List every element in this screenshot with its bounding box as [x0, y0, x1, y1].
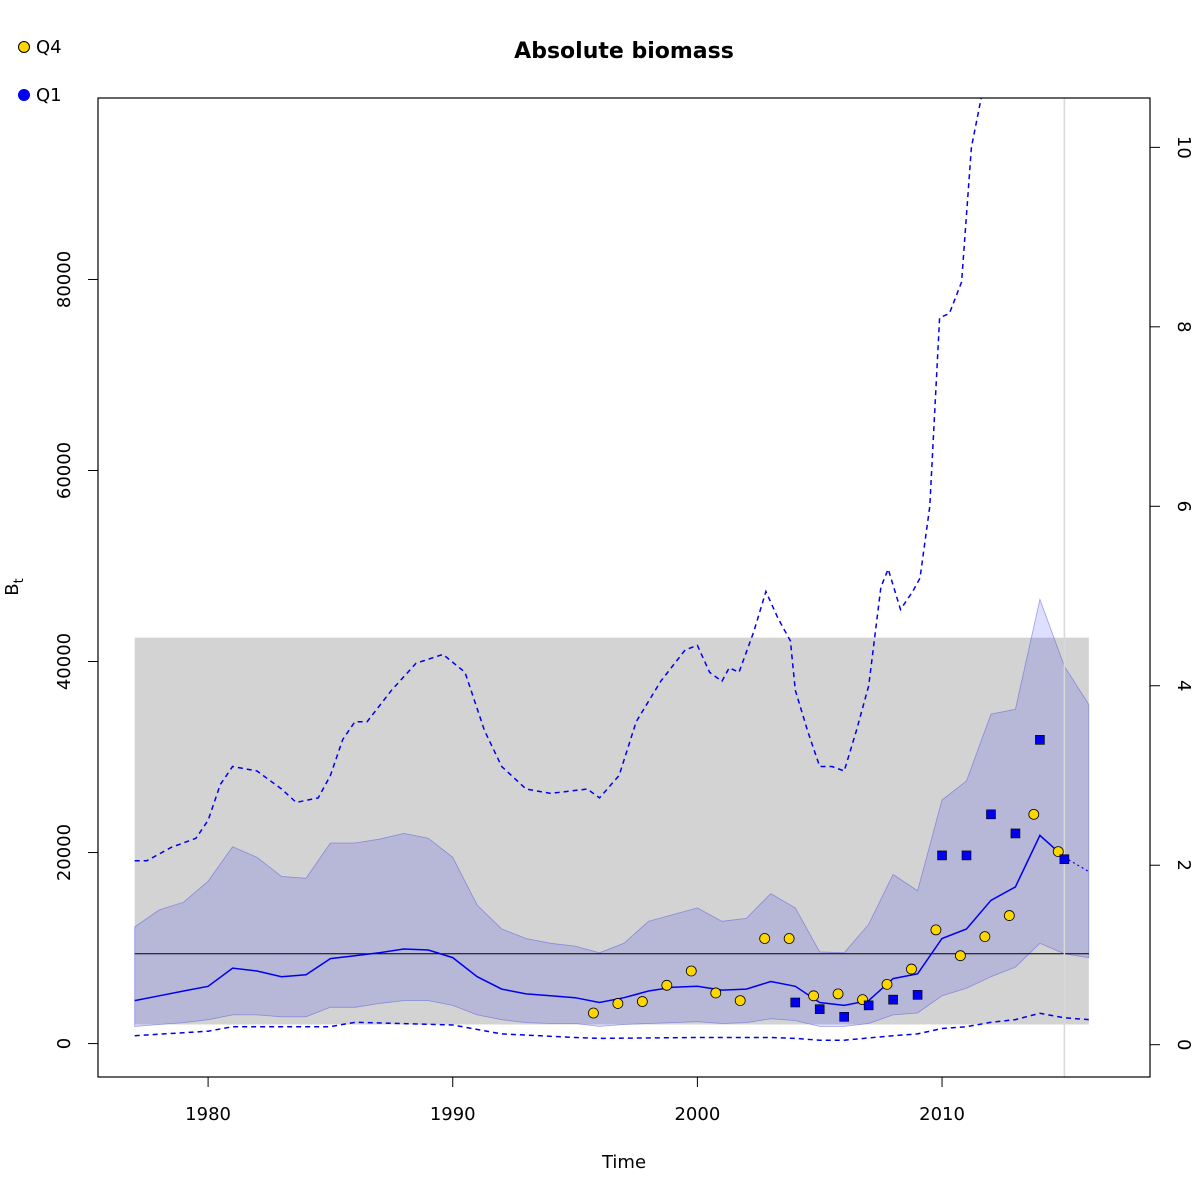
y2-tick-label: 0 — [1173, 1039, 1194, 1050]
y-tick-label: 80000 — [54, 251, 75, 308]
q1-point — [1035, 735, 1045, 745]
y-tick-label: 60000 — [54, 442, 75, 499]
y-axis-label: Bt — [2, 578, 27, 595]
biomass-confidence-band — [134, 597, 1090, 1027]
q4-point — [636, 996, 648, 1007]
y2-tick-label: 10 — [1173, 136, 1194, 159]
reference-region-rect — [134, 637, 1089, 1025]
q4-point — [930, 924, 942, 936]
q4-point — [808, 990, 820, 1002]
legend: Q4 Q1 — [18, 37, 62, 106]
y2-tick-label: 8 — [1173, 321, 1194, 332]
x-tick-label: 2000 — [674, 1104, 720, 1125]
y-tick-label: 0 — [54, 1038, 75, 1049]
q1-point — [1010, 828, 1021, 839]
q1-point — [961, 850, 972, 861]
q1-point — [937, 850, 947, 861]
q4-point — [906, 963, 917, 975]
legend-q1-label: Q1 — [36, 85, 62, 106]
y2-tick-label: 2 — [1173, 860, 1194, 871]
q4-point — [979, 931, 991, 942]
chart-title: Absolute biomass — [514, 39, 734, 64]
q1-point — [1059, 854, 1070, 865]
q4-point — [759, 933, 771, 944]
y-axis-label-main: B — [2, 583, 23, 595]
q4-point — [881, 978, 893, 990]
x-tick-label: 1990 — [430, 1104, 476, 1125]
q1-point — [986, 809, 996, 820]
q4-point — [588, 1007, 599, 1019]
plot-frame — [97, 97, 1151, 1078]
legend-q1-marker — [18, 89, 30, 101]
biomass-estimate-line — [134, 834, 1065, 1007]
q1-point — [814, 1004, 825, 1014]
x-tick-label: 1980 — [185, 1104, 231, 1125]
y-tick-label: 20000 — [54, 824, 75, 881]
y-axis-label-sub: t — [12, 578, 27, 583]
q1-point — [863, 1000, 874, 1011]
q1-point — [790, 997, 801, 1008]
q1-point — [839, 1012, 849, 1022]
x-axis-label: Time — [601, 1152, 646, 1173]
q4-point — [832, 988, 844, 1000]
q4-point — [685, 965, 697, 977]
q4-point — [1028, 808, 1040, 820]
q4-point — [783, 933, 795, 944]
q4-point — [612, 998, 624, 1009]
q1-point — [912, 990, 923, 1000]
y2-tick-label: 4 — [1173, 680, 1194, 691]
q4-point — [1052, 846, 1064, 857]
q4-point — [710, 987, 722, 999]
q4-point — [1003, 910, 1015, 921]
y-tick-label: 40000 — [54, 633, 75, 690]
legend-q4-label: Q4 — [36, 37, 62, 58]
ffmsy-upper-dashed-line — [134, 97, 982, 862]
ffmsy-lower-dashed-line — [134, 1012, 1089, 1041]
legend-q4-marker — [18, 41, 30, 53]
y2-tick-label: 6 — [1173, 501, 1194, 512]
x-tick-label: 2010 — [919, 1104, 965, 1125]
q4-point — [661, 979, 673, 991]
q1-point — [888, 994, 898, 1005]
q4-point — [734, 995, 746, 1006]
q4-point — [954, 950, 966, 962]
